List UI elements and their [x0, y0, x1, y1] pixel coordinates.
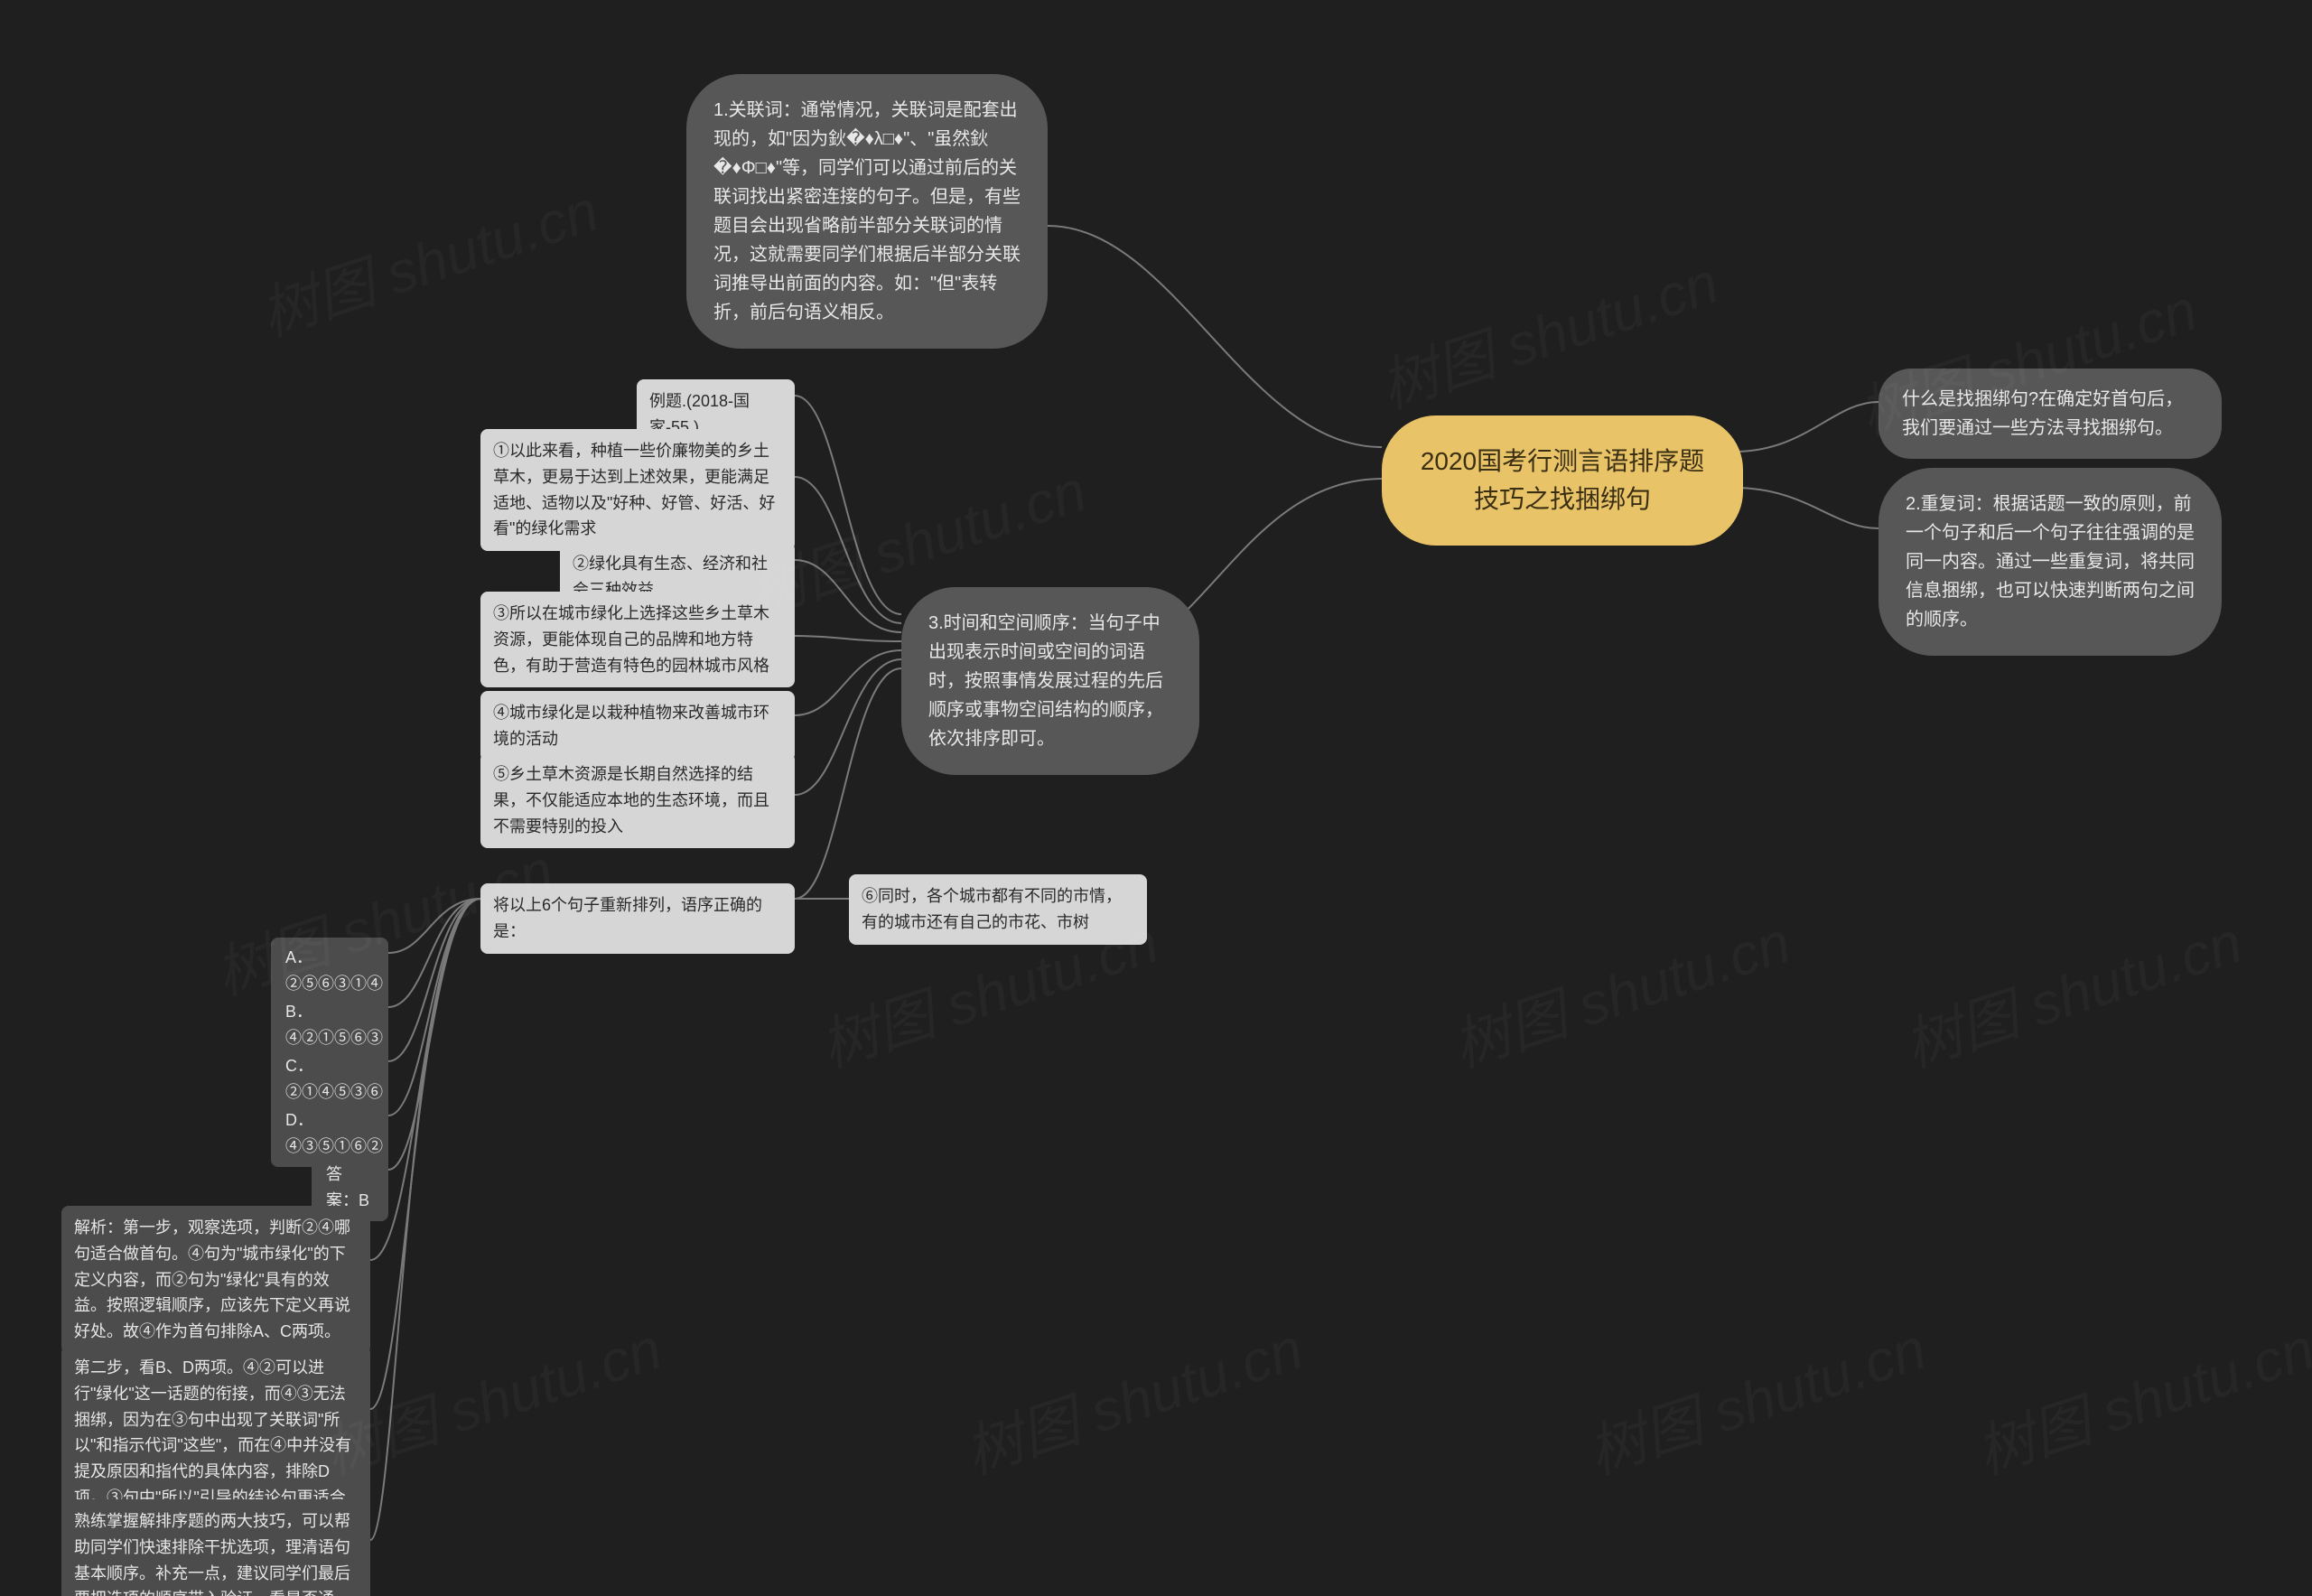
center-title-line2: 技巧之找捆绑句: [1418, 481, 1707, 518]
sentence-5[interactable]: ⑤乡土草木资源是长期自然选择的结果，不仅能适应本地的生态环境，而且不需要特别的投…: [480, 752, 795, 848]
branch-repeat-text: 2.重复词：根据话题一致的原则，前一个句子和后一个句子往往强调的是同一内容。通过…: [1906, 494, 2195, 630]
branch-intro-text: 什么是找捆绑句?在确定好首句后，我们要通过一些方法寻找捆绑句。: [1902, 389, 2183, 438]
sentence-3[interactable]: ③所以在城市绿化上选择这些乡土草木资源，更能体现自己的品牌和地方特色，有助于营造…: [480, 592, 795, 687]
sentence-4[interactable]: ④城市绿化是以栽种植物来改善城市环境的活动: [480, 691, 795, 761]
branch-time-space[interactable]: 3.时间和空间顺序：当句子中出现表示时间或空间的词语时，按照事情发展过程的先后顺…: [901, 587, 1199, 775]
branch-conjunction-text: 1.关联词：通常情况，关联词是配套出现的，如"因为鈥�♦λ□♦"、"虽然鈥�♦Φ…: [713, 100, 1021, 322]
reorder-prompt-text: 将以上6个句子重新排列，语序正确的是：: [493, 896, 762, 940]
sentence-6-text: ⑥同时，各个城市都有不同的市情，有的城市还有自己的市花、市树: [862, 887, 1122, 931]
option-d-text: D．④③⑤①⑥②: [285, 1111, 383, 1155]
sentence-5-text: ⑤乡土草木资源是长期自然选择的结果，不仅能适应本地的生态环境，而且不需要特别的投…: [493, 765, 769, 835]
sentence-6[interactable]: ⑥同时，各个城市都有不同的市情，有的城市还有自己的市花、市树: [849, 874, 1147, 945]
explanation-3[interactable]: 熟练掌握解排序题的两大技巧，可以帮助同学们快速排除干扰选项，理清语句基本顺序。补…: [61, 1499, 370, 1596]
sentence-1-text: ①以此来看，种植一些价廉物美的乡土草木，更易于达到上述效果，更能满足适地、适物以…: [493, 442, 775, 537]
explanation-1[interactable]: 解析：第一步，观察选项，判断②④哪句适合做首句。④句为"城市绿化"的下定义内容，…: [61, 1206, 370, 1354]
option-b-text: B．④②①⑤⑥③: [285, 1003, 383, 1047]
sentence-4-text: ④城市绿化是以栽种植物来改善城市环境的活动: [493, 704, 769, 748]
branch-time-space-text: 3.时间和空间顺序：当句子中出现表示时间或空间的词语时，按照事情发展过程的先后顺…: [928, 613, 1163, 749]
reorder-prompt[interactable]: 将以上6个句子重新排列，语序正确的是：: [480, 883, 795, 954]
sentence-3-text: ③所以在城市绿化上选择这些乡土草木资源，更能体现自己的品牌和地方特色，有助于营造…: [493, 604, 769, 675]
explanation-1-text: 解析：第一步，观察选项，判断②④哪句适合做首句。④句为"城市绿化"的下定义内容，…: [74, 1218, 350, 1340]
branch-repeat-word[interactable]: 2.重复词：根据话题一致的原则，前一个句子和后一个句子往往强调的是同一内容。通过…: [1878, 468, 2222, 656]
sentence-1[interactable]: ①以此来看，种植一些价廉物美的乡土草木，更易于达到上述效果，更能满足适地、适物以…: [480, 429, 795, 551]
answer-text: 答案：B: [326, 1165, 369, 1209]
branch-intro[interactable]: 什么是找捆绑句?在确定好首句后，我们要通过一些方法寻找捆绑句。: [1878, 369, 2222, 459]
explanation-3-text: 熟练掌握解排序题的两大技巧，可以帮助同学们快速排除干扰选项，理清语句基本顺序。补…: [74, 1512, 350, 1596]
branch-conjunction[interactable]: 1.关联词：通常情况，关联词是配套出现的，如"因为鈥�♦λ□♦"、"虽然鈥�♦Φ…: [686, 74, 1048, 349]
center-title-line1: 2020国考行测言语排序题: [1418, 443, 1707, 481]
center-topic[interactable]: 2020国考行测言语排序题 技巧之找捆绑句: [1382, 415, 1743, 546]
option-c-text: C．②①④⑤③⑥: [285, 1057, 383, 1101]
option-a-text: A．②⑤⑥③①④: [285, 948, 383, 993]
